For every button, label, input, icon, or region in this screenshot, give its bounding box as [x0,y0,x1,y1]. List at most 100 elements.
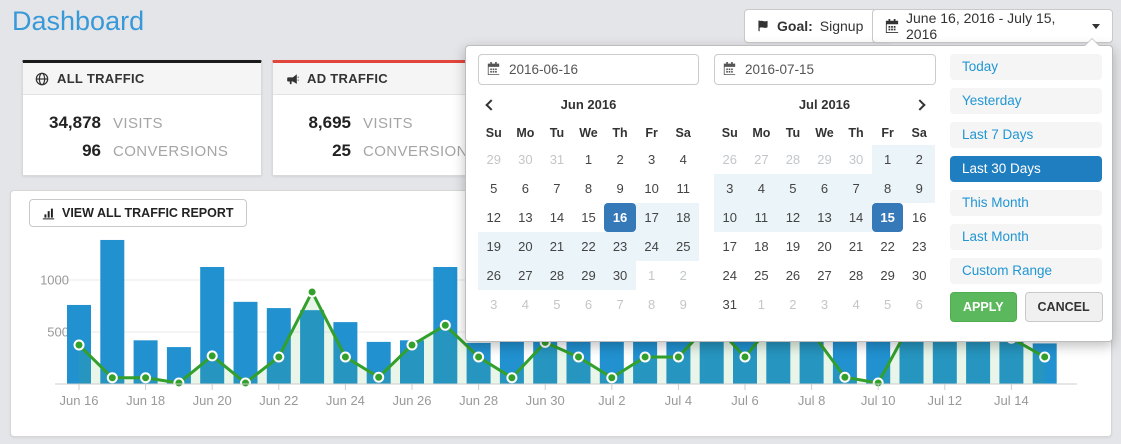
calendar-day[interactable]: 27 [817,268,832,283]
calendar-day[interactable]: 21 [848,239,864,254]
conversions-point[interactable] [73,339,85,351]
end-date-input[interactable] [714,54,936,85]
conversions-point[interactable] [373,371,385,383]
goal-dropdown-button[interactable]: Goal: Signup [744,9,894,43]
calendar-day[interactable]: 27 [509,261,542,290]
calendar-day[interactable]: 2 [679,268,687,283]
calendar-day[interactable]: 7 [616,297,624,312]
calendar-day[interactable]: 5 [884,297,892,312]
calendar-day[interactable]: 8 [648,297,656,312]
range-option-this-month[interactable]: This Month [950,190,1102,216]
next-month-button[interactable] [911,92,935,118]
calendar-day[interactable]: 14 [549,210,565,225]
conversions-point[interactable] [506,372,518,384]
calendar-day[interactable]: 12 [777,203,809,232]
calendar-day[interactable]: 1 [757,297,765,312]
range-option-last-month[interactable]: Last Month [950,224,1102,250]
visits-bar[interactable] [266,308,291,384]
calendar-day[interactable]: 4 [679,152,687,167]
cancel-button[interactable]: CANCEL [1024,292,1103,322]
range-option-today[interactable]: Today [950,54,1102,80]
calendar-day[interactable]: 4 [852,297,860,312]
calendar-day[interactable]: 2 [789,297,797,312]
calendar-day[interactable]: 18 [754,239,769,254]
conversions-point[interactable] [140,372,152,384]
calendar-day[interactable]: 25 [754,268,769,283]
calendar-day[interactable]: 7 [553,181,561,196]
calendar-day[interactable]: 17 [722,239,738,254]
conversions-point[interactable] [639,351,651,363]
calendar-day[interactable]: 1 [871,145,904,174]
calendar-day[interactable]: 15 [581,210,596,225]
calendar-day[interactable]: 24 [722,268,738,283]
calendar-day[interactable]: 12 [486,210,502,225]
calendar-day[interactable]: 7 [840,174,872,203]
calendar-day[interactable]: 29 [880,268,895,283]
visits-bar[interactable] [233,301,258,384]
range-option-custom-range[interactable]: Custom Range [950,258,1102,284]
calendar-day[interactable]: 5 [553,297,561,312]
calendar-day[interactable]: 8 [871,174,904,203]
conversions-point[interactable] [306,286,318,298]
conversions-point[interactable] [106,372,118,384]
calendar-day[interactable]: 17 [635,203,668,232]
date-range-button[interactable]: June 16, 2016 - July 15, 2016 [872,9,1113,43]
calendar-day[interactable]: 30 [604,261,636,290]
calendar-day[interactable]: 16 [911,210,927,225]
conversions-point[interactable] [473,351,485,363]
calendar-day[interactable]: 28 [785,152,801,167]
visits-bar[interactable] [1032,343,1057,384]
calendar-day[interactable]: 26 [478,261,510,290]
calendar-day[interactable]: 5 [777,174,809,203]
calendar-day[interactable]: 10 [644,181,659,196]
conversions-point[interactable] [839,371,851,383]
calendar-day[interactable]: 22 [572,232,605,261]
range-option-yesterday[interactable]: Yesterday [950,88,1102,114]
calendar-day[interactable]: 1 [648,268,656,283]
prev-month-button[interactable] [478,92,502,118]
calendar-day[interactable]: 29 [486,152,502,167]
range-option-last-30-days[interactable]: Last 30 Days [950,156,1102,182]
conversions-point[interactable] [406,339,418,351]
calendar-day[interactable]: 9 [679,297,687,312]
calendar-day[interactable]: 9 [903,174,935,203]
calendar-day[interactable]: 30 [518,152,533,167]
calendar-day[interactable]: 19 [785,239,801,254]
calendar-day[interactable]: 30 [848,152,864,167]
calendar-day[interactable]: 20 [817,239,832,254]
calendar-day[interactable]: 26 [722,152,738,167]
calendar-day[interactable]: 21 [541,232,573,261]
calendar-day[interactable]: 26 [785,268,801,283]
calendar-day[interactable]: 11 [676,181,690,196]
conversions-point[interactable] [173,377,185,389]
calendar-day[interactable]: 19 [478,232,510,261]
conversions-point[interactable] [339,351,351,363]
visits-bar[interactable] [300,310,325,384]
calendar-day[interactable]: 11 [745,203,778,232]
calendar-day[interactable]: 27 [754,152,769,167]
calendar-day[interactable]: 8 [584,181,593,196]
calendar-day[interactable]: 28 [541,261,573,290]
calendar-day[interactable]: 3 [820,297,829,312]
conversions-point[interactable] [739,351,751,363]
calendar-day[interactable]: 10 [714,203,746,232]
range-option-last-7-days[interactable]: Last 7 Days [950,122,1102,148]
calendar-day[interactable]: 6 [521,181,529,196]
visits-bar[interactable] [100,239,125,384]
calendar-day[interactable]: 25 [667,232,699,261]
calendar-day[interactable]: 9 [616,181,624,196]
apply-button[interactable]: APPLY [950,292,1017,322]
calendar-day[interactable]: 31 [549,152,565,167]
calendar-day[interactable]: 29 [817,152,832,167]
calendar-day[interactable]: 4 [745,174,778,203]
calendar-day[interactable]: 13 [518,210,533,225]
calendar-day[interactable]: 23 [604,232,636,261]
start-date-input[interactable] [478,54,699,85]
conversions-point[interactable] [273,351,285,363]
calendar-day[interactable]: 15 [871,203,904,232]
calendar-day[interactable]: 1 [584,152,593,167]
calendar-day[interactable]: 2 [616,152,624,167]
calendar-day[interactable]: 6 [808,174,841,203]
calendar-day[interactable]: 3 [648,152,656,167]
calendar-day[interactable]: 22 [880,239,895,254]
